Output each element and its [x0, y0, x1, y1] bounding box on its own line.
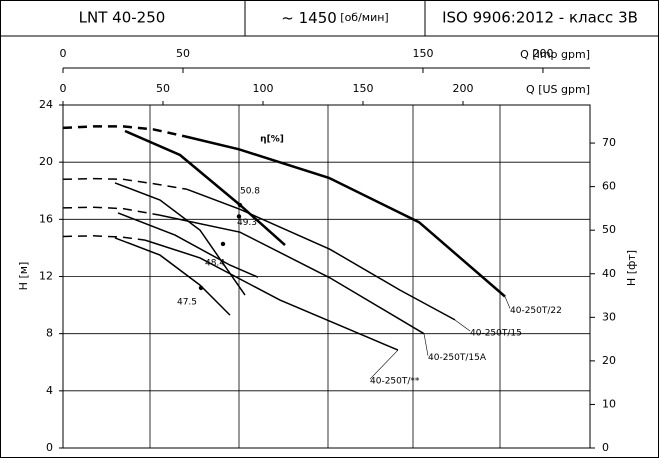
series-label: 40-250T/15 [470, 328, 522, 338]
x2-tick-label: 150 [412, 47, 433, 60]
head-curve-solid [186, 188, 456, 321]
x-tick-label: 100 [253, 82, 274, 95]
series-label: 40-250T/22 [510, 306, 562, 316]
x2-tick-label: 200 [532, 47, 553, 60]
head-curve-solid [144, 239, 399, 351]
y-tick-label: 4 [46, 384, 53, 397]
y2-tick-label: 70 [602, 136, 616, 149]
label-leader [504, 296, 511, 309]
y2-tick-label: 60 [602, 180, 616, 193]
model: LNT 40-250 [79, 9, 166, 27]
bep-label: 47.5 [177, 297, 197, 307]
y2-tick-label: 0 [602, 441, 609, 454]
y-tick-label: 8 [46, 327, 53, 340]
efficiency-curve [117, 212, 259, 278]
series-label: 40-250T/** [370, 377, 420, 387]
x2-tick-label: 0 [60, 47, 67, 60]
y-tick-label: 20 [39, 155, 53, 168]
x-tick-label: 50 [156, 82, 170, 95]
bep-label: 48.4 [205, 258, 225, 268]
efficiency-curve [114, 237, 231, 316]
speed-unit: [об/мин] [340, 11, 388, 24]
label-leader [369, 349, 399, 380]
y2-tick-label: 20 [602, 354, 616, 367]
head-curve-dashed [62, 206, 160, 216]
speed: ~ 1450 [об/мин] [281, 9, 388, 27]
y-label: H [м] [17, 262, 30, 291]
bep-label: 49.3 [237, 218, 257, 228]
head-curve-solid [158, 214, 425, 335]
label-leader [454, 319, 471, 332]
bep-point [237, 202, 243, 208]
series-label: 40-250T/15A [428, 353, 487, 363]
y2-label: H [фт] [625, 250, 638, 286]
head-curve-dashed [62, 235, 146, 241]
head-curve-dashed [62, 177, 188, 191]
head-curve-solid [184, 135, 506, 298]
y-tick-label: 0 [46, 441, 53, 454]
speed-value: ~ 1450 [281, 9, 337, 27]
y-tick-label: 16 [39, 212, 53, 225]
x-tick-label: 200 [453, 82, 474, 95]
y-tick-label: 12 [39, 270, 53, 283]
efficiency-curve [114, 182, 246, 296]
bep-label: 50.8 [240, 187, 260, 197]
y2-tick-label: 10 [602, 397, 616, 410]
y2-tick-label: 40 [602, 267, 616, 280]
label-leader [423, 333, 429, 356]
x-tick-label: 150 [353, 82, 374, 95]
bep-point [236, 214, 242, 219]
y2-tick-label: 30 [602, 310, 616, 323]
y-tick-label: 24 [39, 98, 53, 111]
standard: ISO 9906:2012 - класс 3B [442, 9, 638, 27]
x-label: Q [US gpm] [526, 83, 590, 96]
y2-tick-label: 50 [602, 223, 616, 236]
x2-tick-label: 50 [176, 47, 190, 60]
x2-label: Q [Imp gpm] [520, 48, 590, 61]
eta-label: η[%] [260, 135, 284, 145]
efficiency-curve [124, 129, 286, 247]
bep-point [198, 285, 204, 291]
x-tick-label: 0 [60, 82, 67, 95]
head-curve-dashed [62, 125, 186, 138]
bep-point [220, 241, 226, 247]
